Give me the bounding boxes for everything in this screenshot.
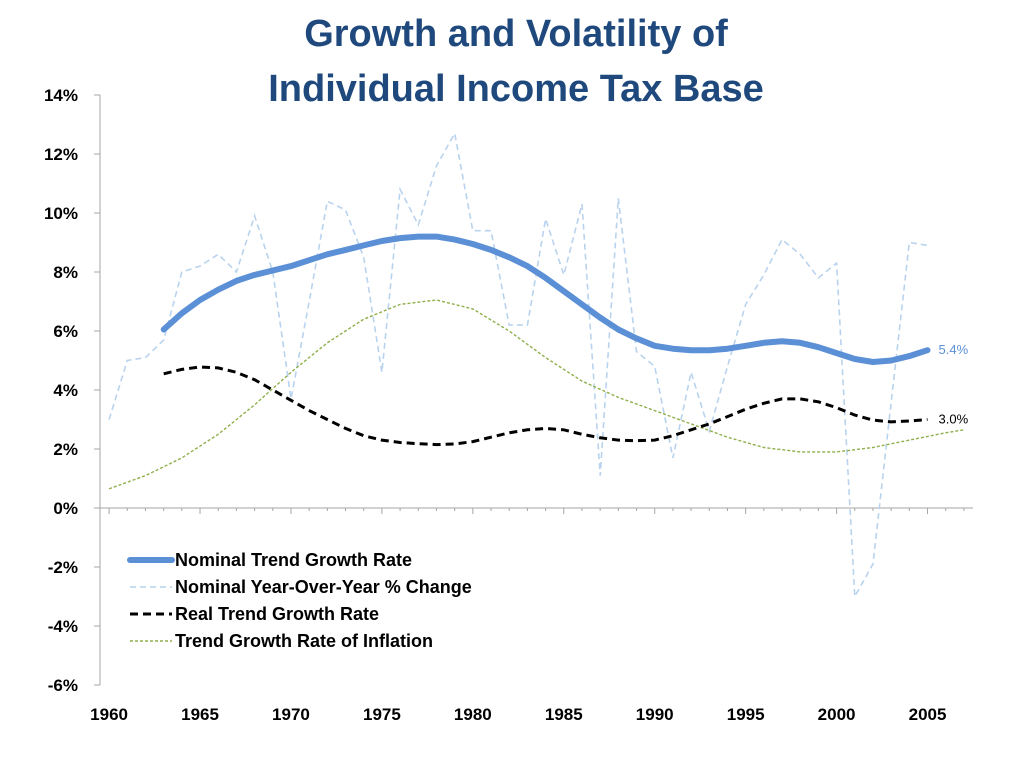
axes: 14% 12% 10% 8% 6% 4% 2% 0% -2% -4% -6% 1960 1965 1970…	[44, 86, 973, 724]
x-tick-label: 1995	[727, 705, 765, 724]
chart-title-line-1: Growth and Volatility of	[304, 13, 728, 55]
chart-title-line-2: Individual Income Tax Base	[268, 68, 764, 110]
y-tick-label: -2%	[48, 558, 78, 577]
legend-label: Nominal Trend Growth Rate	[175, 550, 412, 570]
x-tick-label: 2000	[818, 705, 856, 724]
x-tick-label: 1990	[636, 705, 674, 724]
y-tick-label: 14%	[44, 86, 78, 105]
x-tick-label: 1965	[181, 705, 219, 724]
y-tick-label: 4%	[53, 381, 78, 400]
y-tick-label: 6%	[53, 322, 78, 341]
end-labels: 5.4% 3.0%	[939, 342, 969, 426]
series-line-real-trend-growth-rate	[163, 365, 928, 447]
x-tick-label: 1970	[272, 705, 310, 724]
y-tick-label: -6%	[48, 676, 78, 695]
y-tick-label: 0%	[53, 499, 78, 518]
legend: Nominal Trend Growth Rate Nominal Year-Ov…	[127, 550, 472, 651]
end-value-label: 3.0%	[939, 412, 969, 427]
x-tick-label: 1960	[90, 705, 128, 724]
x-tick-label: 2005	[909, 705, 947, 724]
y-tick-label: 10%	[44, 204, 78, 223]
legend-label: Trend Growth Rate of Inflation	[175, 631, 433, 651]
y-tick-label: -4%	[48, 617, 78, 636]
x-tick-label: 1975	[363, 705, 401, 724]
series-line-nominal-trend-growth-rate	[160, 233, 931, 365]
legend-label: Real Trend Growth Rate	[175, 604, 379, 624]
x-tick-label: 1985	[545, 705, 583, 724]
y-tick-label: 2%	[53, 440, 78, 459]
y-tick-label: 12%	[44, 145, 78, 164]
y-tick-label: 8%	[53, 263, 78, 282]
end-value-label: 5.4%	[939, 342, 969, 357]
x-tick-label: 1980	[454, 705, 492, 724]
plot-area	[108, 131, 965, 600]
legend-label: Nominal Year-Over-Year % Change	[175, 577, 472, 597]
series-line-trend-growth-rate-of-inflation	[108, 299, 965, 490]
series-line-nominal-year-over-year-change	[108, 131, 928, 600]
